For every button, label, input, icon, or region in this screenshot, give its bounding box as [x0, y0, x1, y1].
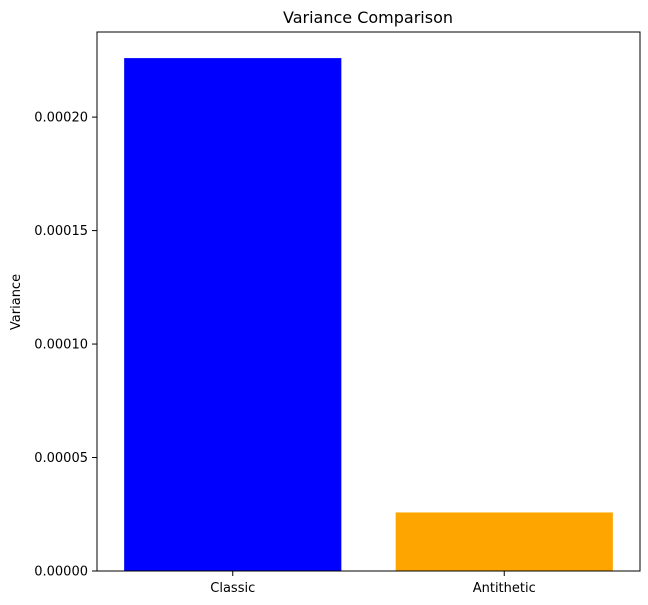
bar-classic [124, 58, 342, 572]
bars-group [124, 58, 613, 572]
y-tick-label: 0.00020 [34, 111, 88, 126]
x-tick-label: Classic [210, 581, 255, 596]
x-axis-ticks: Classic Antithetic [210, 571, 536, 596]
y-tick-label: 0.00010 [34, 338, 88, 353]
y-axis-ticks: 0.00000 0.00005 0.00010 0.00015 0.00020 [34, 111, 97, 580]
y-tick-label: 0.00005 [34, 451, 88, 466]
bar-antithetic [395, 512, 613, 571]
plot-area-frame [96, 31, 641, 572]
y-tick-label: 0.00015 [34, 224, 88, 239]
chart-title: Variance Comparison [283, 8, 453, 27]
y-tick-label: 0.00000 [34, 565, 88, 580]
y-axis-label: Variance [9, 274, 24, 330]
x-tick-label: Antithetic [473, 581, 536, 596]
